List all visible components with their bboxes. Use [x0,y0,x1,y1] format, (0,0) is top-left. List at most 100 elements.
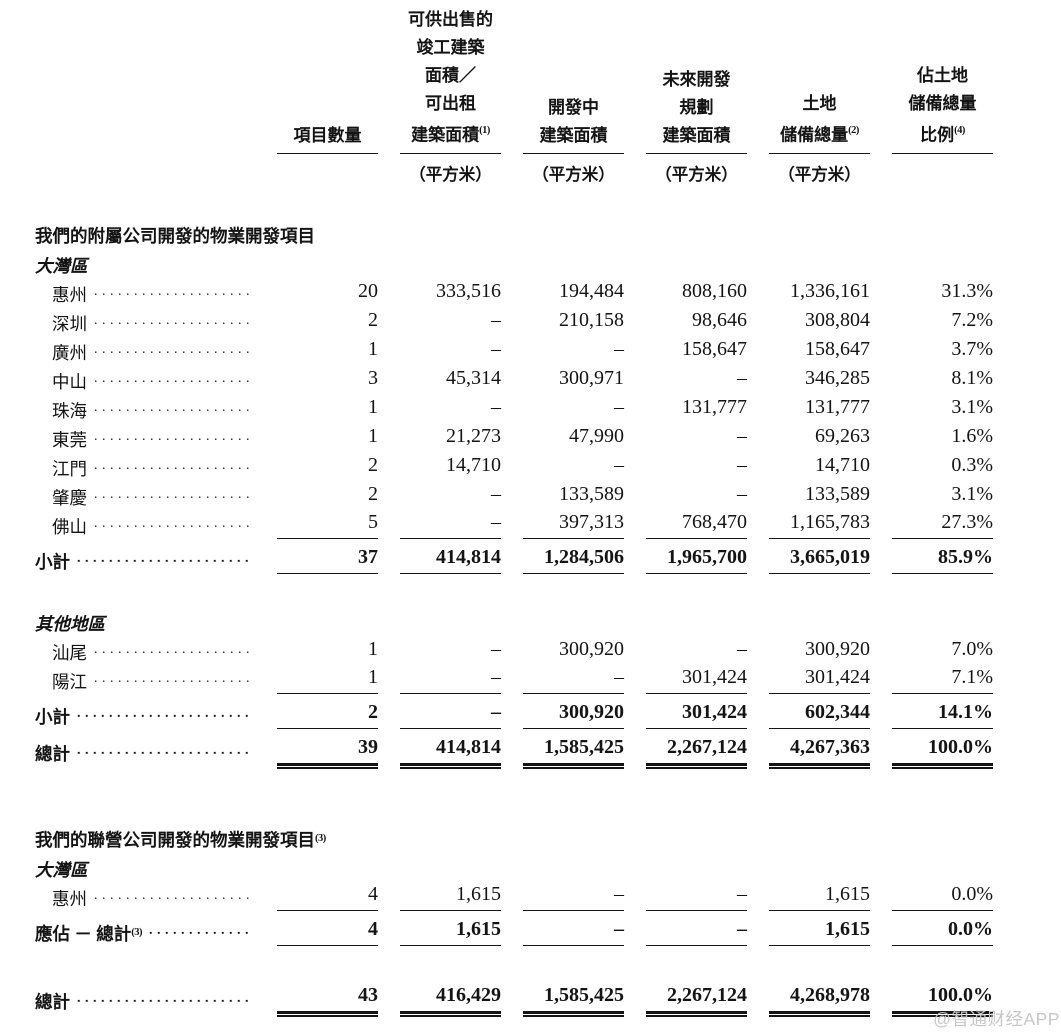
table-row: 江門......................................… [35,452,993,481]
value: 301,424 [769,664,870,694]
value: 1,165,783 [769,509,870,539]
value-cell: 300,920 [501,636,624,665]
row-label-text: 總計 [35,743,70,764]
value: 133,589 [559,482,624,505]
value-cell: – [624,365,747,394]
row-label-text: 肇慶 [52,487,87,508]
table-row: 我們的附屬公司開發的物業開發項目 [35,214,993,248]
table-row: 惠州......................................… [35,278,993,307]
column-header-line: 建築面積 [662,125,731,145]
value-cell: – [501,664,624,694]
value: 0.3% [951,453,993,476]
header-rule [646,152,747,154]
units-row: （平方米） （平方米） （平方米） （平方米） [35,154,993,184]
value: 416,429 [400,982,501,1018]
value: 210,158 [559,308,624,331]
column-header: 佔土地 儲備總量 比例(4) [870,62,993,154]
column-header: 土地 儲備總量(2) [747,90,870,154]
value: 3.1% [951,395,993,418]
value-cell: 2 [255,699,378,729]
value: 7.0% [951,637,993,660]
value: – [491,395,501,418]
land-bank-table: 項目數量 可供出售的 竣工建築 面積／ 可出租 建築面積(1) 開發中 建築面積 未來開發 規劃建… [35,6,993,1018]
value-cell: 14.1% [870,699,993,729]
value: 31.3% [941,279,993,302]
value-cell: 1,336,161 [747,278,870,307]
value-cell: 45,314 [378,365,501,394]
value-cell: 1 [255,336,378,365]
value-cell: 1,615 [747,916,870,946]
value: 1,965,700 [646,544,747,574]
column-header-line: 比例(4) [920,125,965,145]
row-label: 佛山......................................… [35,512,255,539]
footnote-ref: (3) [131,926,142,938]
value-cell: 39 [255,734,378,770]
dot-leader: ........................................… [77,550,249,566]
value: – [491,482,501,505]
region-title: 大灣區 [35,858,993,882]
value: 1.6% [951,424,993,447]
dot-leader: ........................................… [94,399,249,415]
value-cell: 416,429 [378,982,501,1018]
value: 43 [277,982,378,1018]
row-label: 小計......................................… [35,702,255,729]
table-row: 其他地區 [35,606,993,636]
value: – [523,916,624,946]
units-spacer [35,154,255,181]
dot-leader: ........................................… [94,641,249,657]
row-label-text: 惠州 [52,888,87,909]
value: 1 [368,395,378,418]
value: 1,615 [769,916,870,946]
value: 98,646 [692,308,747,331]
header-rule [523,152,624,154]
value: 414,814 [400,734,501,770]
value-cell: 300,920 [747,636,870,665]
value-cell: – [378,336,501,365]
dot-leader: ........................................… [149,922,249,938]
value: 37 [277,544,378,574]
value-cell: 0.3% [870,452,993,481]
value-cell: 7.2% [870,307,993,336]
value-cell: 300,971 [501,365,624,394]
dot-leader: ........................................… [94,312,249,328]
value-cell: – [378,481,501,510]
value-cell: 7.1% [870,664,993,694]
value: 3.7% [951,337,993,360]
value-cell: 0.0% [870,881,993,911]
value-cell: – [378,699,501,729]
header-rule [892,152,993,154]
value-cell: 1,615 [378,916,501,946]
region-title: 其他地區 [35,612,993,636]
table-row: 珠海......................................… [35,394,993,423]
value: 308,804 [805,308,870,331]
column-header-line: 項目數量 [293,125,362,145]
value: – [400,699,501,729]
document-page: 項目數量 可供出售的 竣工建築 面積／ 可出租 建築面積(1) 開發中 建築面積 未來開發 規劃建… [35,6,993,1018]
row-label-text: 小計 [35,551,70,572]
value: 4 [277,881,378,911]
value: – [614,395,624,418]
column-header-line: 建築面積(1) [411,125,490,145]
row-label-text: 陽江 [52,671,87,692]
value: 300,920 [523,699,624,729]
value: 27.3% [892,509,993,539]
value: 20 [358,279,378,302]
table-row: 深圳......................................… [35,307,993,336]
value: 69,263 [815,424,870,447]
section-title: 我們的聯營公司開發的物業開發項目 (3) [35,828,993,852]
header-rule [400,152,501,154]
value: 301,424 [646,699,747,729]
value: – [491,308,501,331]
value: 2 [368,308,378,331]
unit-label [255,154,378,181]
column-header-line: 儲備總量 [908,94,977,113]
value-cell: 3,665,019 [747,544,870,574]
value-cell: 602,344 [747,699,870,729]
value-cell: – [501,881,624,911]
column-header-line: 未來開發 [662,69,731,89]
value-cell: 414,814 [378,734,501,770]
value: 0.0% [892,916,993,946]
dot-leader: ........................................… [94,428,249,444]
value-cell: 37 [255,544,378,574]
value-cell: – [624,481,747,510]
